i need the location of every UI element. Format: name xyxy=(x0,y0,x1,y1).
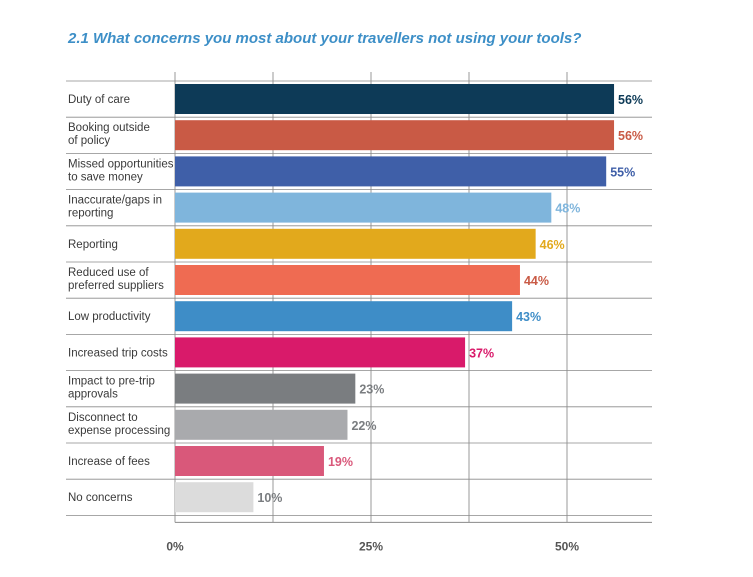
x-tick-label: 0% xyxy=(166,539,184,553)
bar xyxy=(175,156,607,187)
bar xyxy=(175,446,324,476)
category-label-line: reporting xyxy=(68,208,113,220)
category-label-line: preferred suppliers xyxy=(68,280,164,292)
bar xyxy=(175,265,520,295)
x-tick-label: 50% xyxy=(555,539,579,553)
category-label: Reporting xyxy=(68,239,118,251)
category-label-line: Missed opportunities xyxy=(68,158,174,170)
category-label-line: approvals xyxy=(68,389,118,401)
category-label: Missed opportunities to save money xyxy=(68,158,174,183)
category-label: Increase of fees xyxy=(68,456,150,468)
bar xyxy=(175,120,615,151)
category-label: Inaccurate/gaps in reporting xyxy=(68,195,162,220)
value-label: 46% xyxy=(540,238,565,252)
value-label: 10% xyxy=(257,491,282,505)
value-label: 56% xyxy=(618,129,643,143)
value-label: 37% xyxy=(469,346,494,360)
value-label: 43% xyxy=(516,310,541,324)
category-label: Booking outside of policy xyxy=(68,122,150,147)
bar xyxy=(175,409,348,440)
category-label: Increased trip costs xyxy=(68,347,168,359)
value-label: 56% xyxy=(618,93,643,107)
value-label: 19% xyxy=(328,455,353,469)
category-label: Reduced use of preferred suppliers xyxy=(68,267,164,292)
category-label-line: Booking outside xyxy=(68,122,150,134)
bar xyxy=(175,301,513,332)
category-label-line: Disconnect to xyxy=(68,412,138,424)
category-label-line: Reduced use of xyxy=(68,267,149,279)
bar xyxy=(175,373,356,404)
category-label: Disconnect to expense processing xyxy=(68,412,170,437)
value-label: 44% xyxy=(524,274,549,288)
category-label: No concerns xyxy=(68,492,133,504)
value-label: 48% xyxy=(555,202,580,216)
category-label-line: to save money xyxy=(68,171,143,183)
bar xyxy=(175,84,615,114)
bar xyxy=(175,192,552,223)
category-label-line: Impact to pre-trip xyxy=(68,376,155,388)
value-label: 23% xyxy=(359,383,384,397)
category-label: Low productivity xyxy=(68,311,151,323)
bar xyxy=(175,228,536,259)
category-label-line: Inaccurate/gaps in xyxy=(68,195,162,207)
value-label: 22% xyxy=(351,419,376,433)
chart-title: 2.1 What concerns you most about your tr… xyxy=(68,30,582,47)
x-tick-label: 25% xyxy=(359,539,383,553)
category-label-line: expense processing xyxy=(68,425,170,437)
category-label-line: of policy xyxy=(68,135,110,147)
category-label: Duty of care xyxy=(68,94,130,106)
bar xyxy=(175,337,466,368)
category-label: Impact to pre-trip approvals xyxy=(68,376,155,401)
value-label: 55% xyxy=(610,165,635,179)
bar xyxy=(175,482,254,513)
